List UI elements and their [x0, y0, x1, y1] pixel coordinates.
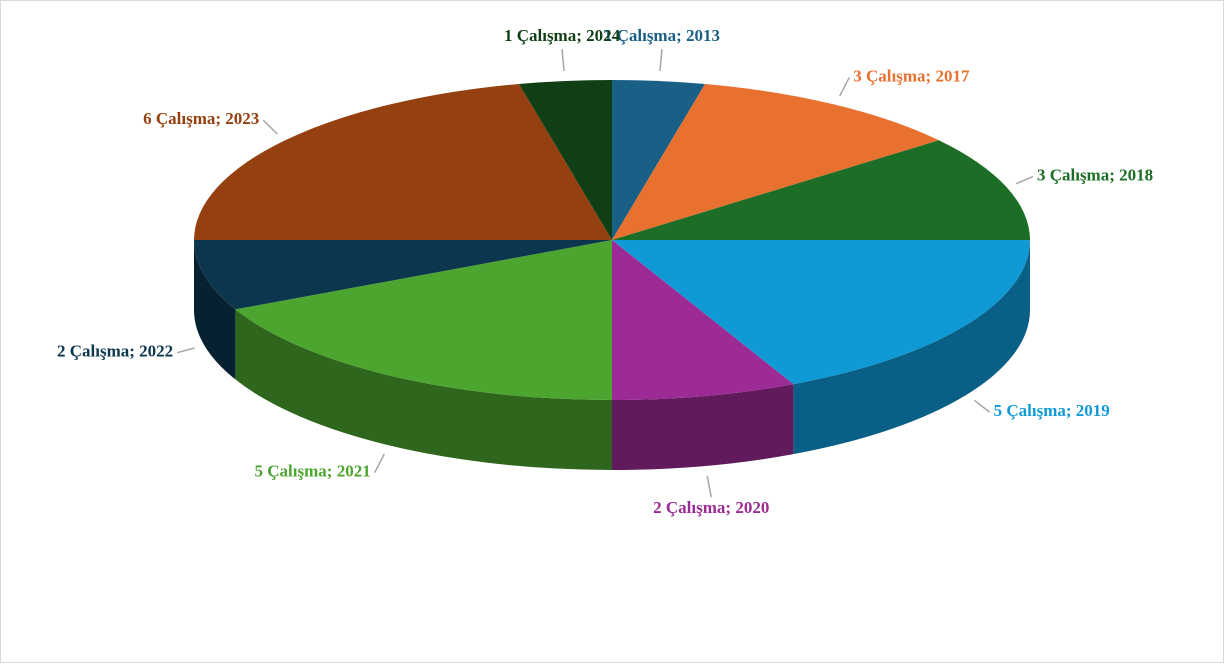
leader-line — [839, 77, 850, 97]
slice — [194, 240, 612, 310]
data-label: 1 Çalışma; 2024 — [504, 26, 621, 45]
slice-side — [612, 384, 794, 470]
slice — [235, 240, 612, 400]
leader-line — [176, 347, 195, 354]
slice — [518, 80, 612, 240]
data-label: 6 Çalışma; 2023 — [143, 109, 259, 128]
data-label: 5 Çalışma; 2021 — [255, 461, 371, 480]
data-label: 3 Çalışma; 2017 — [853, 66, 970, 85]
data-label: 2 Çalışma; 2022 — [57, 342, 173, 361]
data-label: 3 Çalışma; 2018 — [1037, 165, 1153, 184]
leader-line — [374, 453, 385, 473]
data-label: 1 Çalışma; 2013 — [604, 26, 720, 45]
slice — [612, 240, 1030, 385]
slice-side — [194, 240, 236, 380]
slice — [612, 240, 794, 400]
slice — [612, 140, 1030, 240]
slice — [612, 80, 706, 240]
slice-side — [793, 240, 1030, 455]
leader-line — [706, 475, 712, 498]
data-label: 2 Çalışma; 2020 — [653, 498, 769, 517]
slice-side — [235, 309, 612, 470]
leader-line — [561, 49, 565, 72]
slice — [612, 84, 939, 240]
leader-line — [1015, 175, 1034, 185]
leader-line — [262, 119, 278, 135]
leader-line — [973, 399, 991, 413]
slice — [194, 84, 612, 240]
data-label: 5 Çalışma; 2019 — [994, 401, 1110, 420]
leader-line — [659, 49, 663, 72]
